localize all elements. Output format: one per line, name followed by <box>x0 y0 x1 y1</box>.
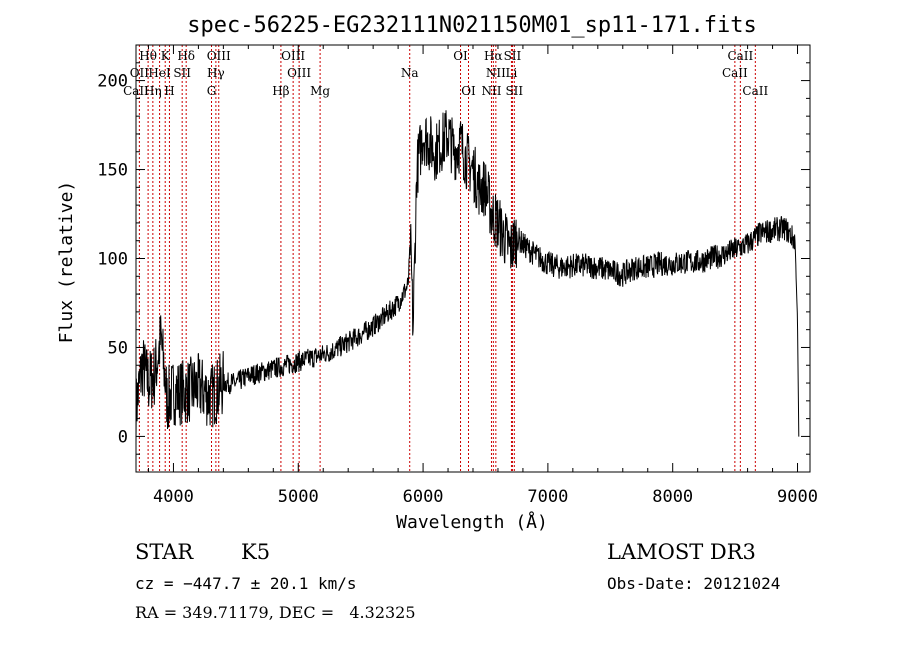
line-label: HeI <box>148 66 171 80</box>
object-subclass: K5 <box>241 540 271 564</box>
x-tick-label: 9000 <box>777 487 818 507</box>
line-label: Li <box>506 66 518 80</box>
y-tick-label: 100 <box>97 250 128 270</box>
x-axis-label: Wavelength (Å) <box>396 511 548 533</box>
line-label: OIII <box>287 66 311 80</box>
line-label: Hδ <box>177 49 195 63</box>
y-tick-label: 50 <box>108 338 128 358</box>
x-tick-label: 8000 <box>652 487 693 507</box>
spectrum-line <box>135 110 800 444</box>
line-label: SII <box>505 84 523 98</box>
line-label: SII <box>504 49 522 63</box>
y-axis-label: Flux (relative) <box>56 181 77 344</box>
line-label: Hη <box>144 84 162 98</box>
x-tick-label: 4000 <box>153 487 194 507</box>
survey-name: LAMOST DR3 <box>607 540 756 564</box>
line-label: OII <box>130 66 150 80</box>
line-label: OI <box>453 49 468 63</box>
line-label: Hβ <box>272 84 289 98</box>
spectral-line-markers <box>135 45 756 472</box>
line-label: Hγ <box>207 66 225 80</box>
y-tick-label: 0 <box>118 427 128 447</box>
line-label: CaII <box>727 49 753 63</box>
line-label: Hθ <box>139 49 157 63</box>
y-tick-label: 150 <box>97 161 128 181</box>
line-label: SII <box>173 66 191 80</box>
observation-date: Obs-Date: 20121024 <box>607 574 781 593</box>
coordinates: RA = 349.71179, DEC = 4.32325 <box>135 603 416 622</box>
line-label: H <box>164 84 174 98</box>
chart-title: spec-56225-EG232111N021150M01_sp11-171.f… <box>187 13 757 38</box>
x-tick-label: 6000 <box>403 487 444 507</box>
line-label: Na <box>401 66 419 80</box>
x-tick-label: 7000 <box>527 487 568 507</box>
object-class: STAR <box>135 540 194 564</box>
plot-frame <box>135 44 811 473</box>
line-label: OIII <box>281 49 305 63</box>
line-label: K <box>161 49 171 63</box>
redshift-cz: cz = −447.7 ± 20.1 km/s <box>135 574 357 593</box>
line-label: CaII <box>742 84 768 98</box>
axis-ticks: 4000 5000 6000 7000 8000 9000 0 50 100 150 200 <box>97 45 818 507</box>
x-tick-label: 5000 <box>278 487 319 507</box>
line-label: Mg <box>310 84 330 98</box>
line-label: Hα <box>484 49 503 63</box>
line-label: OI <box>461 84 476 98</box>
y-tick-label: 200 <box>97 72 128 92</box>
line-label: CaII <box>722 66 748 80</box>
line-label: G <box>207 84 217 98</box>
line-label: NII <box>481 84 501 98</box>
line-label: OIII <box>207 49 231 63</box>
line-label: NII <box>486 66 506 80</box>
